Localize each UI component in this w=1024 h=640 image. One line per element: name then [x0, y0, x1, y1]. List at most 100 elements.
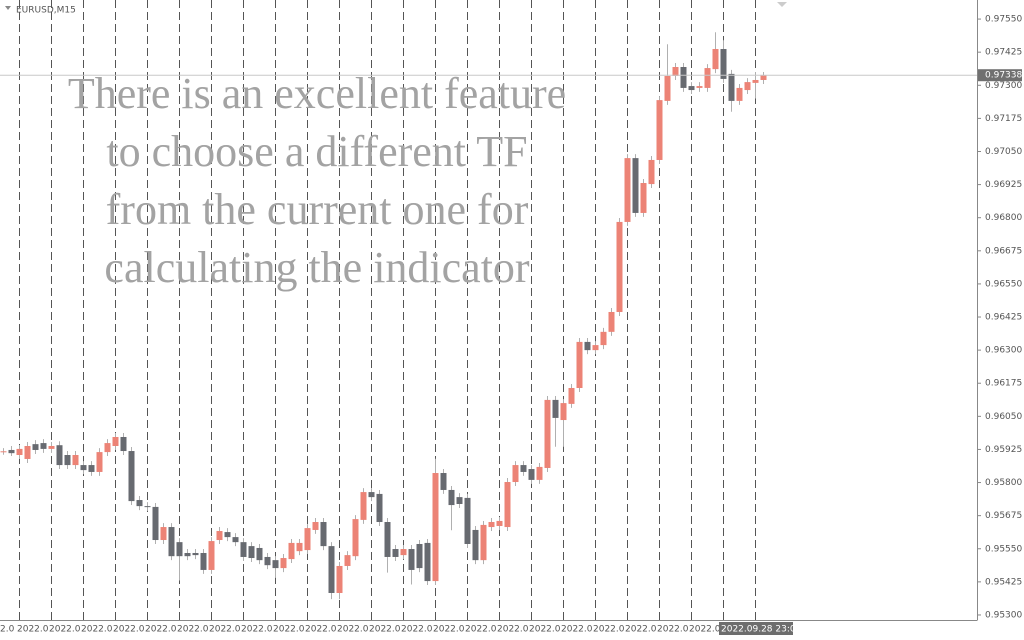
x-tick-label: 2022.0 — [305, 625, 337, 635]
candle-body — [760, 75, 767, 80]
x-tick-label: 2022.0 — [561, 625, 593, 635]
candle-body — [224, 532, 231, 538]
x-tick-label: 2022.0 — [177, 625, 209, 635]
candle-body — [512, 465, 519, 483]
candle-body — [256, 547, 263, 561]
candle-body — [720, 48, 727, 79]
candle-body — [728, 73, 735, 101]
candle-body — [656, 100, 663, 160]
candle-body — [400, 549, 407, 556]
y-tick-label: 0.96800 — [985, 213, 1022, 223]
candle-body — [72, 455, 79, 466]
candle-body — [416, 543, 423, 569]
candle-body — [600, 331, 607, 346]
candle-body — [232, 537, 239, 543]
annotation-line: from the current one for — [106, 185, 529, 234]
candle-body — [536, 466, 543, 480]
candle-body — [632, 158, 639, 213]
candle-body — [32, 444, 39, 450]
candle-body — [160, 527, 167, 541]
candle-body — [376, 493, 383, 523]
candle-body — [56, 445, 63, 466]
candle-body — [112, 436, 119, 446]
candle-body — [24, 445, 31, 459]
menu-triangle[interactable] — [5, 6, 11, 10]
x-tick-label: 2022.0 — [241, 625, 273, 635]
candle-body — [752, 79, 759, 83]
y-tick-label: 0.96050 — [985, 412, 1022, 422]
x-tick-label: 2022.0 — [625, 625, 657, 635]
candle-body — [368, 492, 375, 498]
candle-body — [432, 473, 439, 582]
current-price-label: 0.97338 — [985, 71, 1022, 81]
x-tick-label: 2022.0 — [465, 625, 497, 635]
y-tick-label: 0.96550 — [985, 279, 1022, 289]
y-tick-label: 0.97425 — [985, 48, 1022, 58]
candle-body — [304, 528, 311, 551]
candle-body — [360, 492, 367, 520]
x-tick-label: 2022.09.28 23:00 — [721, 625, 802, 635]
candle-body — [624, 158, 631, 222]
candle-body — [456, 497, 463, 504]
x-tick-label: 2022.0 — [113, 625, 145, 635]
y-tick-label: 0.96675 — [985, 246, 1022, 256]
candle-body — [648, 159, 655, 185]
candle-body — [576, 341, 583, 388]
x-tick-label: 2.0 — [0, 625, 15, 635]
candle-body — [424, 542, 431, 582]
candle-body — [64, 455, 71, 466]
candle-body — [152, 506, 159, 541]
x-tick-label: 2022.0 — [17, 625, 49, 635]
x-tick-label: 2022.0 — [433, 625, 465, 635]
annotation: There is an excellent feature to choose a… — [68, 69, 566, 292]
candle-body — [136, 500, 143, 507]
candle-body — [48, 445, 55, 449]
candle-body — [488, 522, 495, 528]
candle-body — [312, 522, 319, 530]
candle-body — [616, 221, 623, 312]
x-tick-label: 2022.0 — [497, 625, 529, 635]
candle-body — [352, 519, 359, 557]
candle-body — [552, 399, 559, 418]
candle-body — [344, 555, 351, 566]
candle-body — [584, 341, 591, 351]
x-tick-label: 2022.0 — [145, 625, 177, 635]
candle-body — [672, 67, 679, 77]
candle-body — [288, 542, 295, 560]
candle-body — [664, 76, 671, 101]
candle-body — [640, 183, 647, 213]
candle-body — [472, 529, 479, 561]
x-tick-label: 2022.0 — [657, 625, 689, 635]
candle-body — [88, 465, 95, 472]
candle-body — [384, 522, 391, 557]
x-tick-label: 2022.0 — [209, 625, 241, 635]
candle-body — [392, 549, 399, 557]
y-tick-label: 0.95550 — [985, 544, 1022, 554]
candle-body — [8, 449, 15, 454]
candle-body — [568, 387, 575, 404]
candle-body — [712, 48, 719, 70]
x-tick-label: 2022.0 — [593, 625, 625, 635]
candle-body — [528, 469, 535, 480]
y-tick-label: 0.97050 — [985, 147, 1022, 157]
candle-body — [128, 451, 135, 502]
x-tick-label: 2022.0 — [49, 625, 81, 635]
current-price-box — [978, 69, 1022, 82]
y-tick-label: 0.95425 — [985, 577, 1022, 587]
x-tick-label: 2022.0 — [81, 625, 113, 635]
candle-body — [504, 482, 511, 528]
candle-body — [440, 473, 447, 490]
candle-body — [184, 552, 191, 557]
y-tick-label: 0.95800 — [985, 478, 1022, 488]
x-tick-label: 2022.0 — [369, 625, 401, 635]
candle-body — [200, 552, 207, 570]
y-tick-label: 0.97175 — [985, 114, 1022, 124]
candle-body — [296, 542, 303, 552]
candle-body — [496, 520, 503, 526]
annotation-line: to choose a different TF — [106, 127, 527, 176]
candle-body — [680, 67, 687, 88]
candle-body — [544, 399, 551, 468]
candle-body — [192, 552, 199, 556]
y-tick-label: 0.95675 — [985, 511, 1022, 521]
